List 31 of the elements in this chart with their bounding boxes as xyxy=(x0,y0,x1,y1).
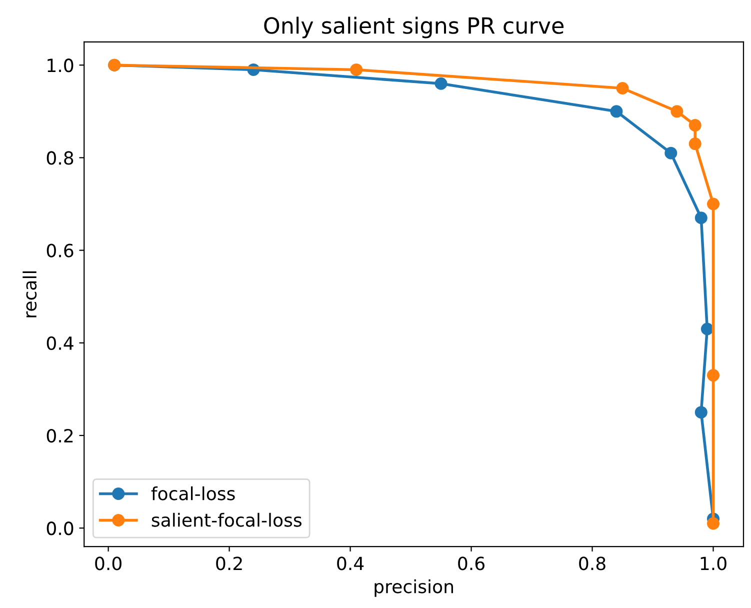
point xyxy=(350,63,363,76)
legend-label: focal-loss xyxy=(151,486,235,500)
y-axis-title: recall xyxy=(22,271,37,318)
point xyxy=(694,212,708,224)
point xyxy=(688,138,702,150)
y-tick-label: 0.8 xyxy=(46,151,74,165)
x-tick-label: 0.2 xyxy=(216,556,242,570)
x-tick-label: 0.6 xyxy=(458,556,484,570)
x-tick-label: 1.0 xyxy=(700,556,726,570)
point xyxy=(694,406,708,419)
y-tick-label: 0.4 xyxy=(46,336,74,350)
point xyxy=(706,517,720,530)
point xyxy=(616,82,629,94)
y-tick-label: 0.0 xyxy=(46,522,74,536)
point xyxy=(706,198,720,210)
point xyxy=(434,77,448,90)
point xyxy=(664,146,678,160)
point xyxy=(706,369,720,382)
x-tick-label: 0.0 xyxy=(95,556,122,570)
point xyxy=(670,105,684,118)
legend-label: salient-focal-loss xyxy=(152,512,302,527)
point xyxy=(700,322,714,336)
y-tick-label: 0.2 xyxy=(46,428,73,443)
x-tick-label: 0.4 xyxy=(337,556,364,570)
point xyxy=(688,119,702,132)
point xyxy=(610,105,623,118)
x-axis-title: precision xyxy=(374,579,453,597)
y-tick-label: 0.6 xyxy=(46,244,74,258)
chart-title: Only salient signs PR curve xyxy=(264,16,564,38)
y-tick-label: 1.0 xyxy=(48,58,74,72)
x-tick-label: 0.8 xyxy=(579,556,606,570)
